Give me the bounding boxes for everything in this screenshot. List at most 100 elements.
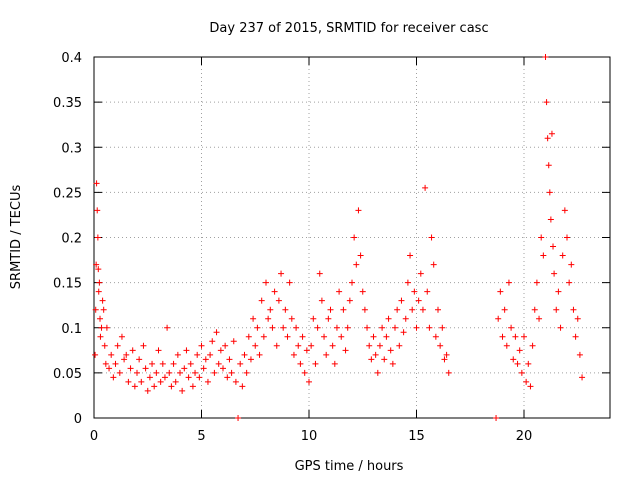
data-point xyxy=(235,415,242,421)
data-point xyxy=(531,306,538,313)
data-point xyxy=(568,261,575,268)
data-point xyxy=(185,374,192,381)
data-point xyxy=(325,315,332,322)
data-point xyxy=(157,378,164,385)
data-point xyxy=(142,365,149,372)
data-point xyxy=(445,369,452,376)
data-point xyxy=(570,306,577,313)
data-point xyxy=(415,297,422,304)
data-point xyxy=(553,306,560,313)
data-point xyxy=(303,347,310,354)
data-point xyxy=(161,374,168,381)
data-point xyxy=(222,342,229,349)
data-point xyxy=(209,338,216,345)
data-point xyxy=(100,306,107,313)
data-point xyxy=(514,360,521,367)
data-point xyxy=(338,333,345,340)
data-point xyxy=(402,315,409,322)
data-point xyxy=(574,315,581,322)
data-point xyxy=(400,329,407,336)
data-point xyxy=(245,333,252,340)
data-point xyxy=(151,383,158,390)
data-point xyxy=(503,342,510,349)
data-point xyxy=(116,369,123,376)
data-point xyxy=(409,306,416,313)
data-point xyxy=(155,347,162,354)
data-point xyxy=(555,288,562,295)
data-point xyxy=(94,207,101,214)
data-point xyxy=(267,306,274,313)
data-point xyxy=(493,415,500,421)
data-point xyxy=(572,333,579,340)
data-point xyxy=(290,351,297,358)
data-point xyxy=(286,279,293,286)
data-point xyxy=(93,261,100,268)
data-point xyxy=(241,351,248,358)
data-point xyxy=(271,288,278,295)
data-point xyxy=(98,324,105,331)
y-tick-label: 0.3 xyxy=(61,141,82,156)
data-point xyxy=(357,252,364,259)
data-point xyxy=(376,342,383,349)
data-point xyxy=(293,324,300,331)
data-point xyxy=(527,383,534,390)
data-point xyxy=(138,378,145,385)
data-point xyxy=(226,356,233,363)
data-point xyxy=(106,365,113,372)
data-point xyxy=(110,374,117,381)
data-point xyxy=(441,356,448,363)
data-point xyxy=(411,288,418,295)
data-point xyxy=(323,351,330,358)
data-point xyxy=(342,347,349,354)
data-point xyxy=(146,374,153,381)
data-point xyxy=(368,356,375,363)
data-point xyxy=(579,374,586,381)
data-point xyxy=(314,324,321,331)
data-point xyxy=(166,369,173,376)
data-point xyxy=(564,234,570,241)
data-point xyxy=(379,324,386,331)
data-point xyxy=(366,342,373,349)
data-point xyxy=(306,378,312,385)
data-point xyxy=(273,342,280,349)
data-point xyxy=(220,365,226,372)
data-point xyxy=(217,347,224,354)
data-point xyxy=(189,383,196,390)
data-point xyxy=(351,234,358,241)
data-point xyxy=(192,369,199,376)
data-point xyxy=(200,365,207,372)
data-point xyxy=(508,324,515,331)
data-point xyxy=(308,342,315,349)
data-point xyxy=(280,324,287,331)
data-point xyxy=(316,270,323,277)
data-point xyxy=(551,270,558,277)
data-point xyxy=(548,130,555,137)
y-tick-label: 0 xyxy=(74,412,82,427)
data-point xyxy=(374,369,381,376)
x-tick-label: 20 xyxy=(516,429,533,444)
data-point xyxy=(284,333,291,340)
data-point xyxy=(544,135,551,142)
data-point xyxy=(112,360,119,367)
data-point xyxy=(247,356,254,363)
y-tick-label: 0.15 xyxy=(53,277,82,292)
data-point xyxy=(557,324,564,331)
data-point xyxy=(407,252,414,259)
data-point xyxy=(364,324,371,331)
data-point xyxy=(547,216,554,223)
data-point xyxy=(170,360,177,367)
data-point xyxy=(198,342,205,349)
data-point xyxy=(215,360,222,367)
data-point xyxy=(550,243,557,250)
data-point xyxy=(164,324,171,331)
data-point xyxy=(129,347,136,354)
x-tick-label: 5 xyxy=(197,429,205,444)
data-point xyxy=(94,234,101,241)
data-point xyxy=(512,333,519,340)
data-point xyxy=(260,333,267,340)
y-tick-label: 0.35 xyxy=(53,96,82,111)
data-point xyxy=(312,360,319,367)
data-point xyxy=(540,252,547,259)
data-point xyxy=(355,207,362,214)
data-point xyxy=(103,324,110,331)
